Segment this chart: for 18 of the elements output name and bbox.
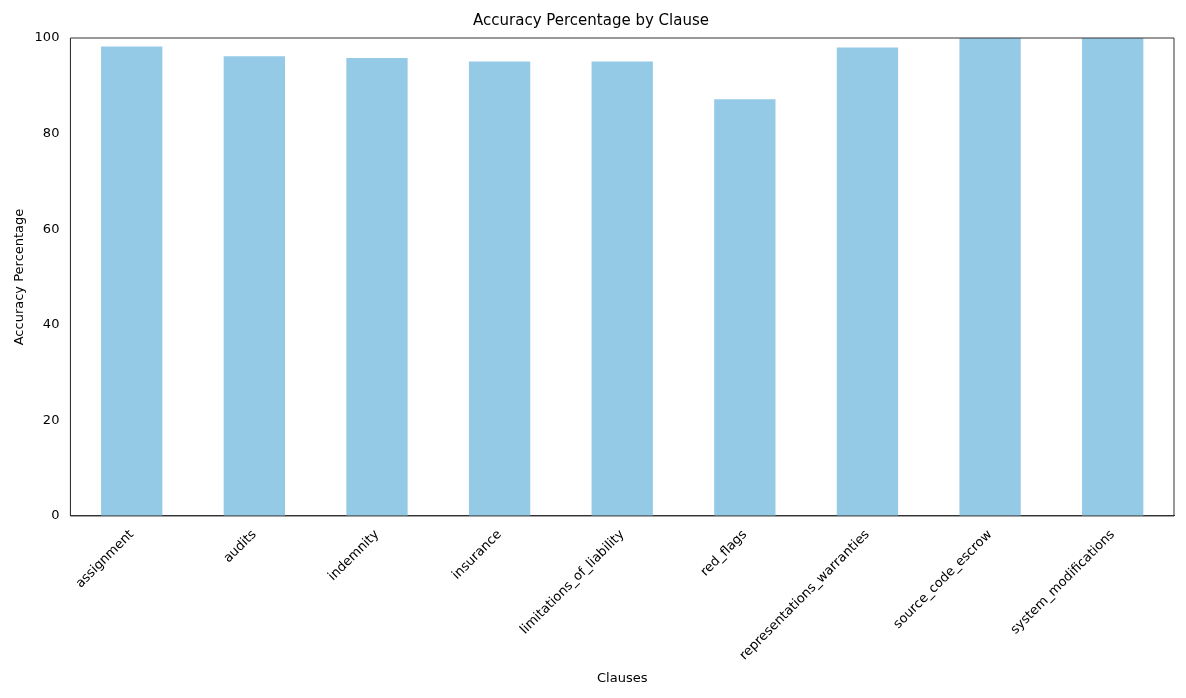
y-tick-label: 100 xyxy=(34,29,60,45)
y-tick-label: 60 xyxy=(42,220,60,236)
bar xyxy=(959,38,1021,516)
chart-title: Accuracy Percentage by Clause xyxy=(473,10,709,29)
bar xyxy=(468,61,531,516)
y-tick-label: 0 xyxy=(51,507,60,523)
bar xyxy=(223,56,285,516)
bar xyxy=(591,61,653,516)
y-axis-title: Accuracy Percentage xyxy=(11,208,27,346)
y-tick-label: 20 xyxy=(42,411,60,427)
x-axis-title: Clauses xyxy=(596,669,648,685)
y-tick-label: 80 xyxy=(42,124,60,140)
bar xyxy=(836,47,899,516)
bar xyxy=(1082,38,1144,516)
y-tick-label: 40 xyxy=(42,316,60,332)
bar xyxy=(101,46,163,516)
bar xyxy=(346,58,408,516)
bar xyxy=(714,99,776,516)
